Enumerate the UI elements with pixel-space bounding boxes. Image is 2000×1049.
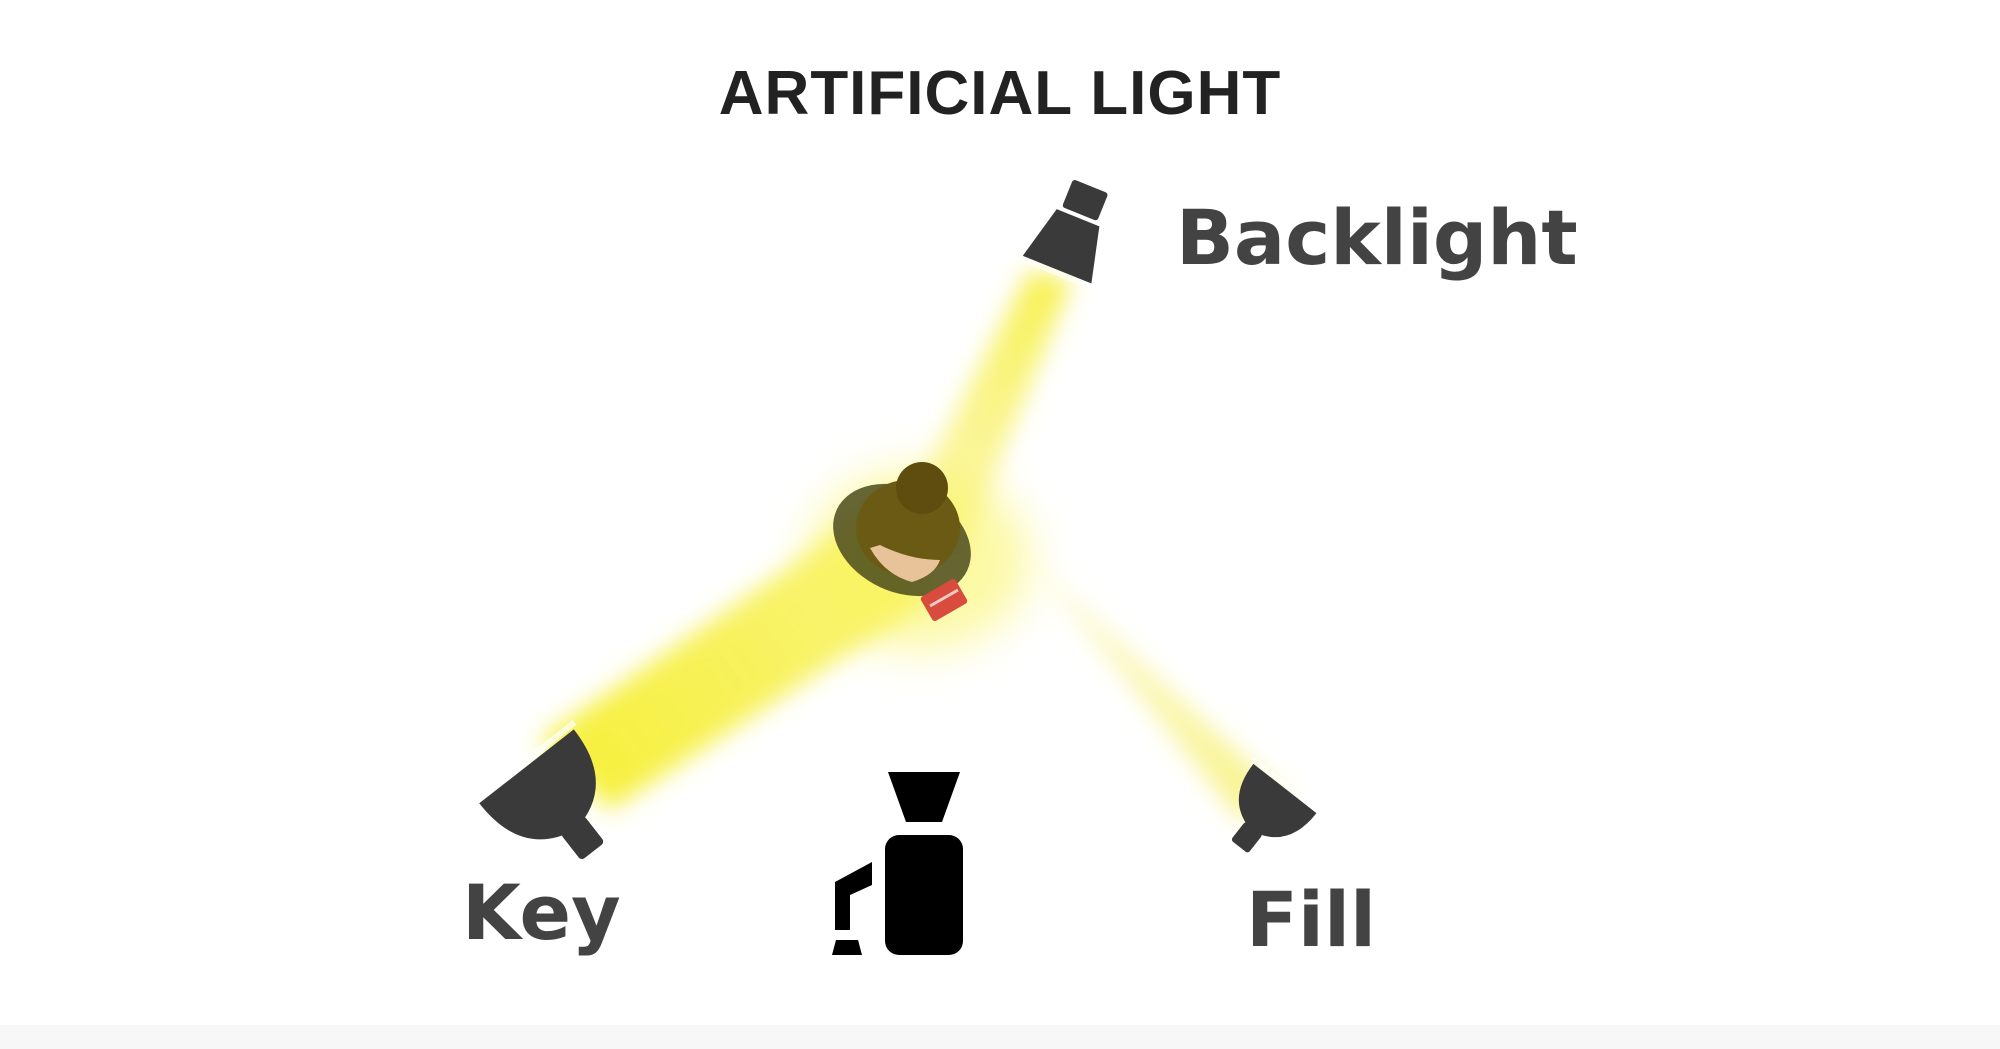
camera-icon <box>832 772 963 955</box>
fill-lamp-icon <box>1231 756 1324 853</box>
bottom-band <box>0 1025 2000 1049</box>
fill-label: Fill <box>1246 875 1377 964</box>
key-label: Key <box>462 868 621 957</box>
backlight-label: Backlight <box>1176 193 1578 282</box>
page-title: ARTIFICIAL LIGHT <box>718 59 1282 128</box>
backlight-lamp-icon <box>1016 180 1108 291</box>
key-lamp-icon <box>470 720 604 860</box>
person-topdown-icon <box>833 462 971 622</box>
fill-beam <box>990 510 1290 820</box>
